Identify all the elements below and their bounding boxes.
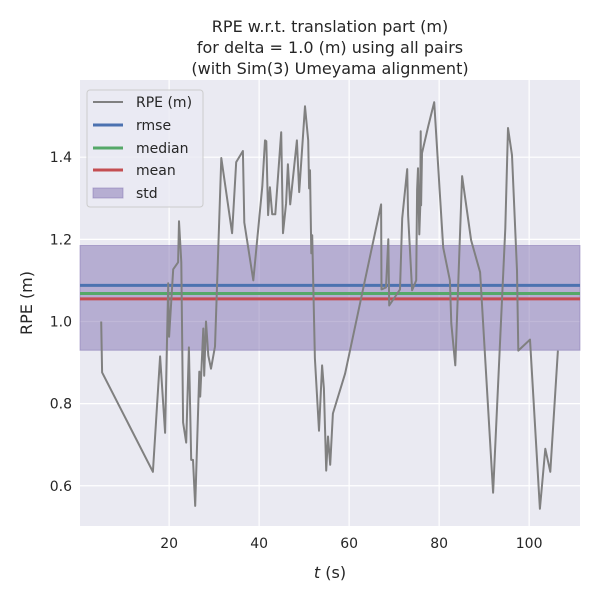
x-tick-label: 60	[340, 536, 358, 552]
chart-title-line-1: RPE w.r.t. translation part (m)	[212, 17, 448, 36]
legend-label-rpe: RPE (m)	[136, 95, 192, 111]
y-tick-label: 1.2	[50, 232, 72, 248]
x-tick-label: 20	[160, 536, 178, 552]
y-tick-label: 0.6	[50, 479, 72, 495]
chart-title-line-3: (with Sim(3) Umeyama alignment)	[191, 59, 468, 78]
legend-label-std: std	[136, 186, 158, 202]
chart-marks	[79, 101, 581, 510]
y-tick-label: 1.4	[50, 150, 72, 166]
y-axis-label: RPE (m)	[17, 271, 36, 335]
rpe-series-line	[100, 101, 559, 510]
legend-label-mean: mean	[136, 163, 176, 179]
legend: RPE (m) rmse median mean std	[86, 89, 204, 208]
x-tick-label: 100	[516, 536, 543, 552]
legend-label-rmse: rmse	[136, 118, 171, 134]
x-tick-label: 80	[430, 536, 448, 552]
x-axis-label: t (s)	[314, 563, 346, 582]
y-tick-label: 0.8	[50, 397, 72, 413]
x-tick-label: 40	[250, 536, 268, 552]
y-tick-label: 1.0	[50, 314, 72, 330]
chart-title-line-2: for delta = 1.0 (m) using all pairs	[197, 38, 463, 57]
legend-label-median: median	[136, 141, 188, 157]
tick-labels: 20 40 60 80 100 0.6 0.8 1.0 1.2 1.4	[50, 150, 543, 552]
legend-swatch-std	[92, 187, 124, 199]
